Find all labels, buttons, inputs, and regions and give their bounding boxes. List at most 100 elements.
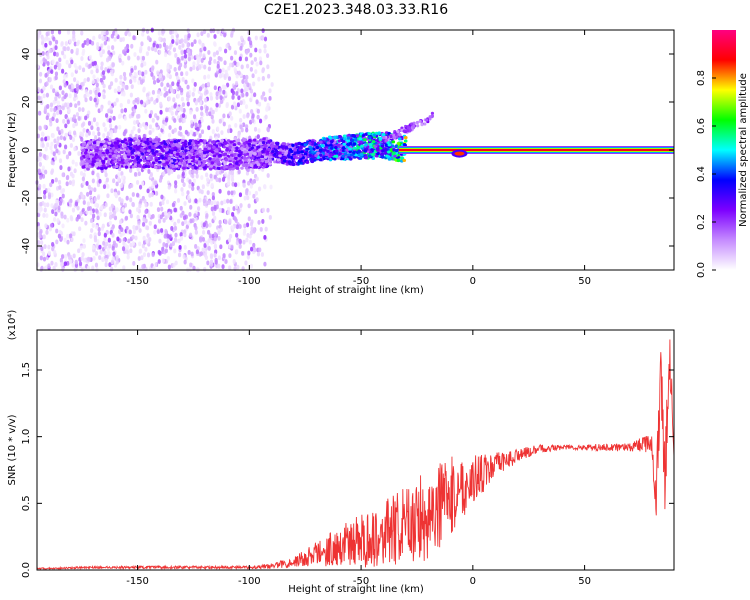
heatmap-cell [43,37,47,43]
heatmap-cell [87,184,91,190]
heatmap-cell [237,169,241,175]
heatmap-cell [83,151,88,155]
heatmap-cell [69,143,73,148]
heatmap-cell [268,162,272,166]
heatmap-cell [138,184,143,190]
heatmap-cell [94,164,98,168]
heatmap-cell [54,71,59,77]
heatmap-cell [96,239,100,244]
heatmap-cell [264,144,268,148]
heatmap-cell [85,132,89,138]
heatmap-cell [94,208,99,214]
heatmap-cell [113,150,118,154]
heatmap-cell [51,116,55,122]
heatmap-cell [192,178,196,184]
heatmap-cell [138,228,142,233]
heatmap-cell [98,51,103,56]
heatmap-cell [247,139,252,143]
heatmap-cell [60,41,64,46]
heatmap-cell [173,225,178,231]
heatmap-cell [118,219,123,225]
heatmap-cell [130,129,134,135]
heatmap-cell [152,75,156,81]
heatmap-cell [269,184,273,190]
heatmap-cell [91,170,95,176]
heatmap-cell [173,103,177,109]
heatmap-cell [149,201,153,207]
heatmap-cell [156,229,160,235]
heatmap-cell [54,45,58,50]
heatmap-cell [146,35,151,41]
heatmap-cell [51,133,55,138]
heatmap-cell [119,150,124,154]
heatmap-cell [230,170,235,176]
heatmap-cell [122,71,127,77]
heatmap-cell [208,111,212,117]
heatmap-cell [47,194,52,200]
heatmap-cell [55,52,59,57]
heatmap-cell [205,213,209,218]
heatmap-cell [110,259,114,265]
heatmap-cell [110,144,114,148]
heatmap-cell [181,113,186,118]
heatmap-cell [131,111,135,117]
heatmap-cell [263,48,267,54]
heatmap-cell [176,106,180,112]
heatmap-cell [81,43,85,48]
heatmap-cell [99,77,103,83]
heatmap-cell [189,262,193,268]
heatmap-cell [183,219,188,225]
heatmap-cell [216,166,221,170]
heatmap-cell [378,136,383,140]
heatmap-cell [72,231,76,237]
heatmap-cell [187,33,191,39]
heatmap-cell [240,146,244,151]
heatmap-cell [236,182,240,187]
heatmap-cell [78,261,83,267]
heatmap-cell [221,177,226,182]
heatmap-cell [54,75,58,81]
heatmap-cell [41,251,46,257]
heatmap-cell [134,235,138,241]
heatmap-cell [47,263,51,269]
heatmap-cell [142,122,146,127]
heatmap-cell [63,54,67,60]
heatmap-cell [155,152,160,156]
heatmap-cell [139,99,144,105]
heatmap-cell [194,100,198,106]
heatmap-cell [47,250,51,256]
heatmap-cell [96,126,100,132]
heatmap-cell [96,140,100,144]
heatmap-cell [53,249,57,255]
heatmap-cell [227,124,232,130]
heatmap-cell [246,82,250,88]
heatmap-cell [158,36,162,42]
heatmap-cell [90,69,94,75]
heatmap-cell [229,128,233,134]
heatmap-cell [343,152,348,156]
heatmap-cell [195,154,200,159]
heatmap-cell [162,42,167,48]
heatmap-cell [251,169,255,174]
heatmap-cell [363,149,367,153]
heatmap-cell [144,164,148,168]
heatmap-cell [245,74,249,80]
heatmap-cell [108,214,113,220]
heatmap-cell [71,181,75,187]
heatmap-cell [213,58,217,64]
heatmap-cell [202,154,207,158]
heatmap-cell [208,167,213,171]
heatmap-cell [137,256,141,261]
heatmap-cell [220,130,224,135]
heatmap-cell [332,135,337,139]
heatmap-cell [119,80,123,86]
heatmap-cell [36,133,40,139]
heatmap-cell [217,263,221,269]
heatmap-cell [270,141,275,145]
heatmap-cell [76,205,80,211]
heatmap-cell [284,146,289,150]
heatmap-cell [292,155,297,159]
heatmap-cell [237,141,241,146]
heatmap-cell [217,230,221,235]
heatmap-cell [223,152,228,156]
